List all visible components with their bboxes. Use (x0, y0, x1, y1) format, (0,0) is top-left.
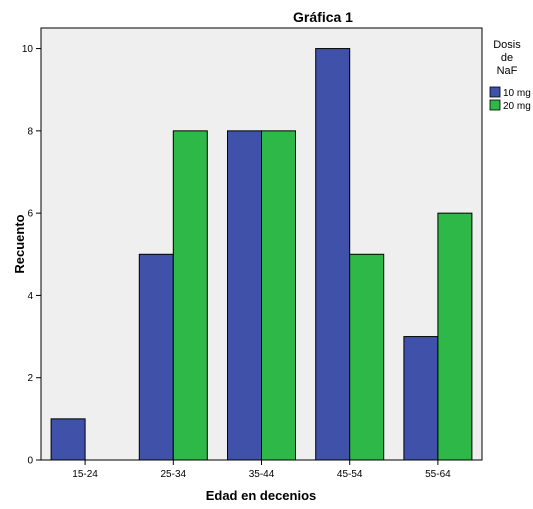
x-tick-label-15-24: 15-24 (72, 469, 98, 480)
legend: Dosis de NaF 10 mg 20 mg (489, 39, 531, 112)
bar-10-mg-35-44 (227, 130, 262, 461)
y-tick-label-6: 6 (27, 209, 33, 220)
x-tick-label-25-34: 25-34 (161, 469, 187, 480)
bar-20-mg-25-34 (172, 130, 208, 461)
y-tick-label-4: 4 (27, 291, 33, 302)
chart-title: Gráfica 1 (293, 9, 353, 25)
bar-10-mg-15-24 (50, 418, 86, 461)
y-tick-label-8: 8 (27, 126, 33, 137)
y-tick-label-10: 10 (22, 44, 34, 55)
bar-10-mg-25-34 (138, 253, 174, 461)
legend-label-20mg: 20 mg (503, 101, 531, 112)
bars-group (50, 48, 473, 461)
x-tick-label-55-64: 55-64 (425, 469, 451, 480)
legend-title-line-2: de (501, 52, 513, 64)
y-tick-label-2: 2 (27, 373, 33, 384)
bar-20-mg-55-64 (437, 212, 473, 461)
y-axis-label: Recuento (12, 214, 27, 273)
legend-title-line-1: Dosis (493, 39, 521, 51)
x-tick-label-35-44: 35-44 (249, 469, 275, 480)
legend-swatch-20mg (489, 99, 501, 111)
x-axis: 15-24 25-34 35-44 45-54 55-64 (72, 460, 451, 480)
bar-20-mg-35-44 (261, 130, 296, 461)
legend-label-10mg: 10 mg (503, 88, 531, 99)
bar-10-mg-45-54 (315, 48, 351, 461)
y-tick-label-0: 0 (27, 456, 33, 467)
legend-swatch-10mg (489, 86, 501, 98)
bar-20-mg-45-54 (349, 253, 385, 461)
bar-10-mg-55-64 (403, 336, 439, 461)
legend-title-line-3: NaF (497, 65, 518, 77)
x-axis-label: Edad en decenios (206, 488, 317, 503)
y-axis: 0 2 4 6 8 10 (22, 44, 41, 467)
x-tick-label-45-54: 45-54 (337, 469, 363, 480)
